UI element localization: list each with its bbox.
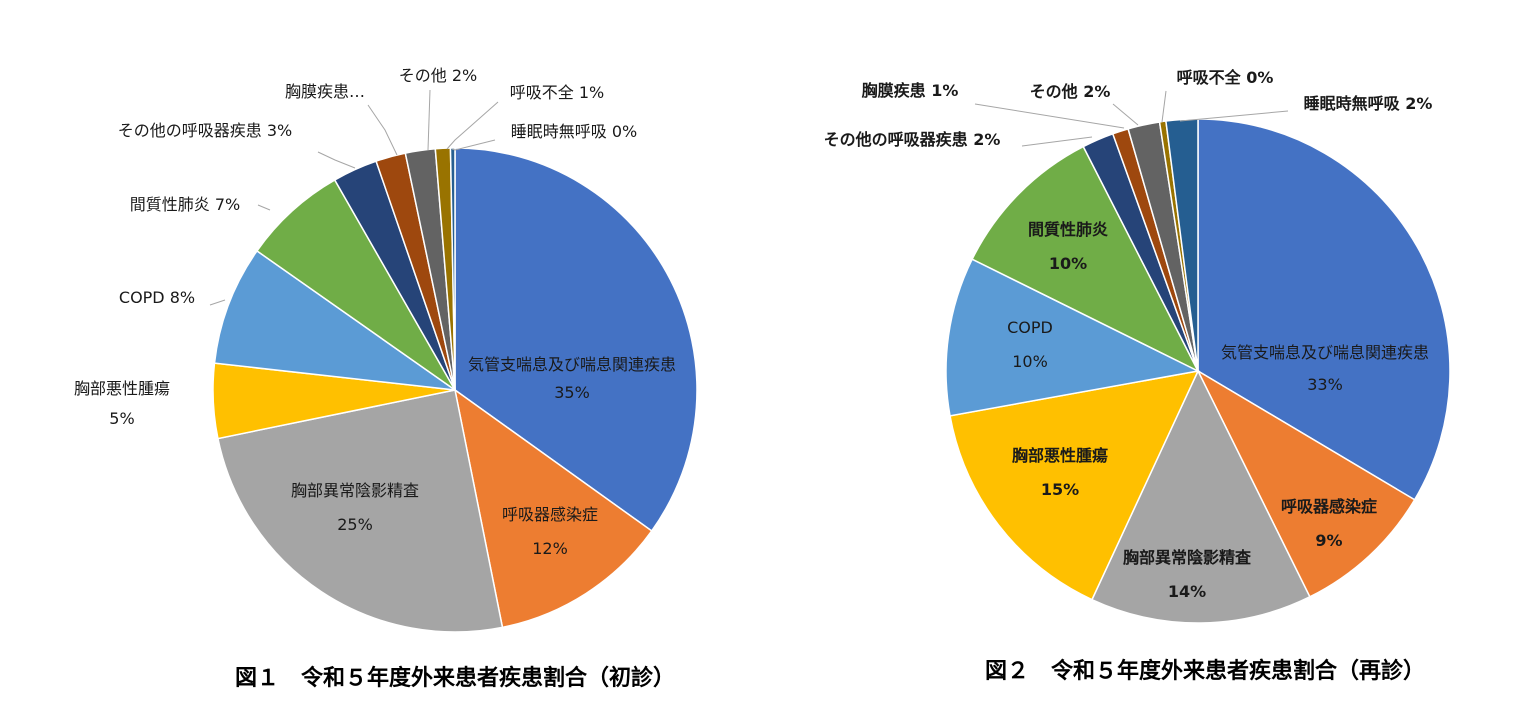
pie1-value-label: 25% [337, 515, 373, 534]
pie2-slice-5 [971, 145, 1200, 373]
pie1-category-label: 呼吸器感染症 [502, 505, 598, 524]
pie2-slice-0 [1197, 118, 1451, 501]
pie2-leader-line [1161, 90, 1167, 123]
pie2-leader-line [1112, 103, 1139, 126]
pie2-value-label: 10% [1012, 352, 1048, 371]
pie2-value-label: 15% [1041, 480, 1079, 499]
pie2-slice-4 [945, 258, 1201, 417]
pie1-slice-4 [213, 249, 456, 391]
pie2-category-value-label: 呼吸不全 0% [1177, 68, 1274, 87]
pie2-value-label: 33% [1307, 375, 1343, 394]
pie1-category-value-label: その他の呼吸器疾患 3% [118, 121, 292, 140]
pie2-value-label: 9% [1315, 531, 1342, 550]
pie1-slice-0 [454, 147, 698, 532]
pie1-category-value-label: 間質性肺炎 7% [130, 195, 240, 214]
pie-chart-revisit: 気管支喘息及び喘息関連疾患 33% 呼吸器感染症 9% 胸部異常陰影精査 14% 胸部悪性腫… [824, 68, 1451, 684]
pie1-value-label: 35% [554, 383, 590, 402]
pie1-slice-5 [255, 178, 456, 391]
pie1-slice-1 [453, 388, 653, 629]
pie2-category-value-label: 胸膜疾患 1% [862, 81, 959, 100]
pie1-category-value-label: その他 2% [399, 66, 477, 85]
pie2-category-label: COPD [1007, 318, 1053, 337]
pie1-leader-line [427, 89, 431, 151]
pie2-slice-1 [1196, 369, 1416, 598]
pie2-category-label: 胸部悪性腫瘍 [1012, 446, 1108, 465]
pie1-leader-line [209, 299, 226, 306]
pie-chart-first-visit: 気管支喘息及び喘息関連疾患 35% 呼吸器感染症 12% 胸部異常陰影精査 25% 胸部悪性… [74, 66, 698, 691]
pie1-caption: 図１ 令和５年度外来患者疾患割合（初診） [235, 665, 675, 691]
pie1-category-label: 気管支喘息及び喘息関連疾患 [468, 355, 676, 374]
pie1-category-value-label: 呼吸不全 1% [510, 83, 604, 102]
pie1-category-label: 胸膜疾患… [285, 82, 365, 101]
pie2-category-value-label: 睡眠時無呼吸 2% [1304, 94, 1433, 113]
pie1-leader-line [367, 104, 398, 156]
pie2-slice-2 [1090, 369, 1311, 624]
pie1-leader-line [446, 101, 499, 150]
pie1-value-label: 12% [532, 539, 568, 558]
pie2-category-value-label: その他の呼吸器疾患 2% [824, 130, 1001, 149]
pie2-category-label: 呼吸器感染症 [1281, 497, 1377, 516]
pie1-slice-2 [217, 389, 504, 633]
pie1-category-label: 胸部悪性腫瘍 [74, 379, 170, 398]
pie2-value-label: 10% [1049, 254, 1087, 273]
pie2-leader-line [974, 103, 1125, 129]
pie2-slice-3 [949, 370, 1200, 601]
pie1-category-value-label: COPD 8% [119, 288, 195, 307]
pie1-slice-10 [449, 147, 456, 391]
pie2-category-label: 間質性肺炎 [1028, 220, 1108, 239]
pie2-category-label: 気管支喘息及び喘息関連疾患 [1221, 343, 1429, 362]
pie1-leader-line [317, 151, 356, 169]
pie1-category-label: 胸部異常陰影精査 [291, 481, 419, 500]
pie2-value-label: 14% [1168, 582, 1206, 601]
pie2-leader-line [1179, 110, 1289, 122]
pie1-leader-line [257, 204, 271, 211]
pie1-leader-line [451, 139, 496, 151]
pie1-value-label: 5% [109, 409, 134, 428]
pie2-caption: 図２ 令和５年度外来患者疾患割合（再診） [985, 658, 1425, 684]
pie2-category-label: 胸部異常陰影精査 [1123, 548, 1251, 567]
pie2-leader-line [1021, 136, 1093, 147]
pie1-category-value-label: 睡眠時無呼吸 0% [511, 122, 637, 141]
pie2-category-value-label: その他 2% [1030, 82, 1111, 101]
